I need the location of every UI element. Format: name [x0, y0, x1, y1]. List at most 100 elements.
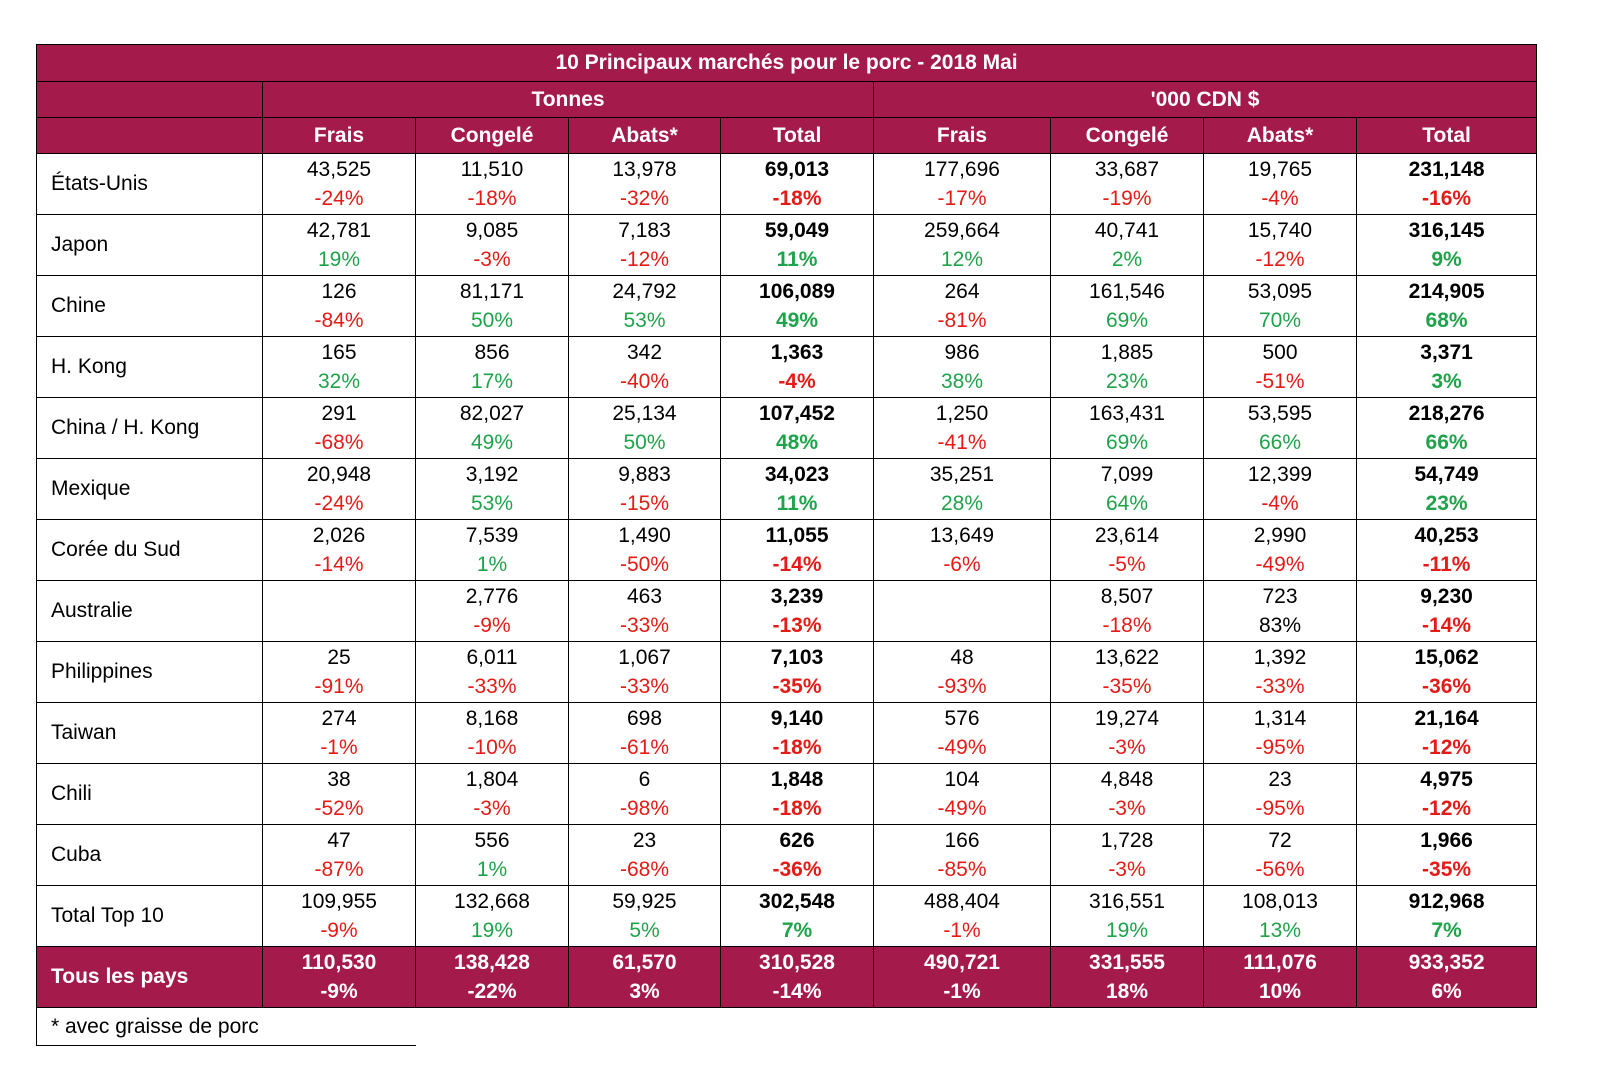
cell-percent: -9% [473, 614, 511, 637]
data-cell: 13,649 -6% [873, 519, 1051, 581]
cell-percent: 5% [629, 919, 660, 942]
data-cell: 3,371 3% [1355, 336, 1538, 398]
cell-percent: -84% [314, 309, 364, 332]
data-cell: 576 -49% [873, 702, 1051, 764]
cell-percent: -12% [1255, 248, 1305, 271]
data-cell: 986 38% [873, 336, 1051, 398]
cell-percent: -81% [937, 309, 987, 332]
cell-value: 2,990 [1253, 524, 1307, 547]
data-cell: 302,548 7% [720, 885, 874, 947]
cell-percent: 83% [1258, 614, 1302, 637]
cell-value: 1,363 [770, 341, 824, 364]
cell-percent: -56% [1255, 858, 1305, 881]
data-cell: 43,525 -24% [262, 153, 416, 215]
cell-value: 7,103 [770, 646, 824, 669]
cell-value: 20,948 [306, 463, 372, 486]
cell-value: 53,595 [1247, 402, 1313, 425]
cell-percent: 13% [1258, 919, 1302, 942]
data-cell: 2,776 -9% [415, 580, 569, 642]
data-cell: 1,392 -33% [1203, 641, 1357, 703]
cell-value: 25 [327, 646, 351, 669]
data-cell: 34,023 11% [720, 458, 874, 520]
cell-value: 11,055 [765, 524, 829, 547]
cell-percent: 18% [1105, 980, 1149, 1003]
cell-value: 463 [626, 585, 663, 608]
cell-percent: 23% [1425, 492, 1468, 515]
cell-percent: -19% [1102, 187, 1152, 210]
cell-percent: -68% [314, 431, 364, 454]
data-cell: 23 -68% [568, 824, 721, 886]
data-cell: 500 -51% [1203, 336, 1357, 398]
cell-percent: -4% [1261, 492, 1299, 515]
cell-value: 218,276 [1408, 402, 1485, 425]
cell-value: 7,539 [465, 524, 519, 547]
table-row: Corée du Sud 2,026 -14% 7,539 1% 1,490 -50% 11,… [36, 519, 1538, 581]
data-cell: 59,925 5% [568, 885, 721, 947]
cell-percent: -87% [314, 858, 364, 881]
cell-value: 556 [474, 829, 510, 852]
data-cell: 38 -52% [262, 763, 416, 825]
cell-value: 316,551 [1089, 890, 1165, 913]
footnote: * avec graisse de porc [36, 1008, 416, 1046]
cell-value: 12,399 [1247, 463, 1313, 486]
column-header: Abats* [1203, 117, 1357, 154]
cell-percent: -11% [1422, 553, 1471, 576]
cell-percent: 69% [1105, 309, 1149, 332]
cell-percent: -36% [1422, 675, 1472, 698]
data-cell: 107,452 48% [720, 397, 874, 459]
country-name: Mexique [36, 458, 263, 520]
data-cell: 6 -98% [568, 763, 721, 825]
cell-percent: -93% [937, 675, 987, 698]
data-cell: 12,399 -4% [1203, 458, 1357, 520]
cell-value: 6 [638, 768, 651, 791]
cell-percent: -3% [473, 797, 511, 820]
cell-percent: 68% [1425, 309, 1468, 332]
cell-value: 108,013 [1242, 890, 1318, 913]
column-header: Total [1355, 117, 1538, 154]
cell-value: 698 [626, 707, 663, 730]
cell-percent: -13% [772, 614, 822, 637]
cell-value: 3,192 [465, 463, 519, 486]
cell-value: 161,546 [1089, 280, 1165, 303]
data-cell: 3,192 53% [415, 458, 569, 520]
cell-percent: 49% [775, 309, 819, 332]
cell-percent: 3% [629, 980, 660, 1003]
cell-percent: 17% [470, 370, 514, 393]
data-cell: 1,966 -35% [1355, 824, 1538, 886]
cell-percent: -33% [1255, 675, 1305, 698]
cell-value: 15,062 [1414, 646, 1479, 669]
cell-value: 912,968 [1408, 890, 1485, 913]
cell-percent: -10% [467, 736, 517, 759]
data-cell: 7,099 64% [1050, 458, 1204, 520]
table-row: Mexique 20,948 -24% 3,192 53% 9,883 -15% 34,023… [36, 458, 1538, 520]
cell-value: 9,140 [770, 707, 824, 730]
cell-percent: -18% [1102, 614, 1152, 637]
cell-percent: -3% [1108, 736, 1146, 759]
cell-percent: -4% [1261, 187, 1299, 210]
data-cell: 21,164 -12% [1355, 702, 1538, 764]
data-cell [873, 580, 1051, 642]
cell-value: 111,076 [1243, 951, 1317, 974]
data-cell: 9,883 -15% [568, 458, 721, 520]
cell-value: 24,792 [612, 280, 677, 303]
data-cell: 104 -49% [873, 763, 1051, 825]
cell-value: 34,023 [764, 463, 830, 486]
cell-percent: -24% [314, 492, 364, 515]
cell-value: 47 [327, 829, 351, 852]
cell-percent: -24% [314, 187, 364, 210]
cell-percent: 7% [1431, 919, 1462, 942]
cell-value: 933,352 [1408, 951, 1485, 974]
cell-percent: -9% [320, 980, 358, 1003]
data-cell: 316,551 19% [1050, 885, 1204, 947]
table-row: China / H. Kong 291 -68% 82,027 49% 25,134 50%… [36, 397, 1538, 459]
data-cell: 1,314 -95% [1203, 702, 1357, 764]
cell-percent: 28% [940, 492, 984, 515]
cell-percent: -5% [1108, 553, 1146, 576]
cell-percent: -35% [772, 675, 822, 698]
cell-percent: -15% [619, 492, 670, 515]
data-cell: 488,404 -1% [873, 885, 1051, 947]
data-cell: 11,510 -18% [415, 153, 569, 215]
cell-percent: 66% [1425, 431, 1468, 454]
cell-value: 490,721 [924, 951, 1000, 974]
table-row: Taiwan 274 -1% 8,168 -10% 698 -61% 9,140 -18% 576… [36, 702, 1538, 764]
